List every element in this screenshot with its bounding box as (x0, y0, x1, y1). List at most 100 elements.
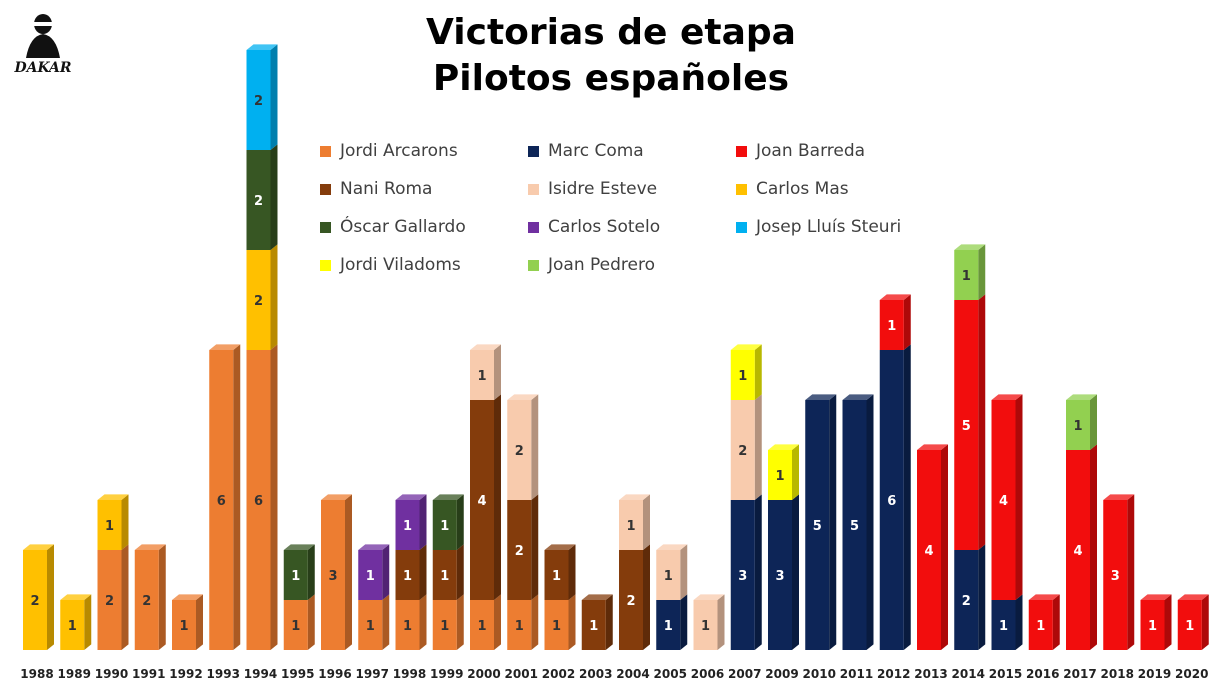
bar-segment (172, 594, 203, 650)
legend-swatch (320, 259, 331, 271)
bar-segment (1066, 394, 1097, 450)
bar-segment (470, 394, 501, 600)
data-label: 1 (366, 619, 375, 634)
x-tick-label: 2005 (654, 667, 687, 681)
data-label: 6 (217, 494, 226, 509)
data-label: 1 (105, 519, 114, 534)
legend-label: Jordi Arcarons (340, 141, 458, 161)
bar-segment (1103, 494, 1135, 650)
bar-segment (507, 394, 539, 500)
data-label: 1 (477, 369, 486, 384)
bar-segment (432, 544, 464, 600)
bar-segment (507, 594, 539, 650)
x-tick-label: 1997 (356, 667, 389, 681)
data-label: 2 (254, 94, 263, 109)
legend-label: Joan Pedrero (548, 255, 655, 275)
data-label: 2 (962, 594, 971, 609)
bar-segment (395, 494, 427, 550)
legend-item: Nani Roma (320, 176, 528, 202)
x-tick-label: 1993 (207, 667, 240, 681)
x-tick-label: 1998 (393, 667, 426, 681)
bar-segment (1066, 444, 1097, 650)
bar-segment (209, 344, 241, 650)
data-label: 1 (1036, 619, 1045, 634)
bar-segment (768, 494, 799, 650)
bar-segment (581, 594, 613, 650)
x-tick-label: 2012 (877, 667, 910, 681)
bar-segment (768, 444, 799, 500)
bar-segment (246, 144, 278, 250)
bar-segment (730, 394, 762, 500)
chart-legend: Jordi Arcarons Marc Coma Joan Barreda Nani … (320, 138, 960, 278)
legend-label: Carlos Sotelo (548, 217, 661, 237)
legend-item: Carlos Sotelo (528, 214, 736, 240)
bar-segment (879, 344, 911, 650)
data-label: 1 (291, 619, 300, 634)
x-tick-label: 2003 (579, 667, 612, 681)
data-label: 6 (254, 494, 263, 509)
bar-segment (805, 394, 837, 650)
legend-label: Isidre Esteve (548, 179, 658, 199)
svg-text:DAKAR: DAKAR (13, 60, 71, 76)
x-tick-label: 2007 (728, 667, 761, 681)
x-tick-label: 2011 (840, 667, 873, 681)
data-label: 1 (962, 269, 971, 284)
x-tick-label: 2014 (952, 667, 985, 681)
bar-segment (358, 594, 390, 650)
data-label: 5 (850, 519, 859, 534)
bar-segment (619, 494, 650, 550)
legend-item: Jordi Arcarons (320, 138, 528, 164)
data-label: 1 (701, 619, 710, 634)
bar-segment (97, 544, 129, 650)
bar-segment (730, 494, 762, 650)
data-label: 1 (515, 619, 524, 634)
data-label: 3 (328, 569, 337, 584)
data-label: 1 (1185, 619, 1194, 634)
x-tick-label: 1996 (318, 667, 351, 681)
legend-swatch (320, 183, 331, 195)
data-label: 1 (887, 319, 896, 334)
chart-title: Victorias de etapa (426, 12, 796, 53)
data-label: 1 (1148, 619, 1157, 634)
legend-swatch (528, 259, 539, 271)
x-tick-label: 1988 (20, 667, 53, 681)
legend-swatch (528, 183, 539, 195)
data-label: 1 (403, 619, 412, 634)
bar-segment (842, 394, 874, 650)
legend-item: Isidre Esteve (528, 176, 736, 202)
dakar-logo: DAKAR (13, 14, 72, 76)
x-tick-label: 2000 (467, 667, 500, 681)
data-label: 2 (30, 594, 39, 609)
data-label: 1 (999, 619, 1008, 634)
bar-segment (507, 494, 539, 600)
data-label: 4 (477, 494, 486, 509)
bar-segment (134, 544, 166, 650)
data-label: 2 (626, 594, 635, 609)
data-label: 3 (775, 569, 784, 584)
x-tick-label: 1995 (281, 667, 314, 681)
legend-label: Jordi Viladoms (340, 255, 461, 275)
data-label: 1 (775, 469, 784, 484)
x-tick-label: 2009 (765, 667, 798, 681)
bar-segment (730, 344, 762, 400)
legend-item: Josep Lluís Steuri (736, 214, 960, 240)
data-label: 1 (291, 569, 300, 584)
x-tick-label: 1989 (58, 667, 91, 681)
bar-segment (470, 344, 501, 400)
data-label: 4 (924, 544, 933, 559)
data-label: 2 (254, 294, 263, 309)
bar-segment (432, 494, 464, 550)
x-tick-label: 2019 (1138, 667, 1171, 681)
data-label: 1 (440, 619, 449, 634)
legend-item: Carlos Mas (736, 176, 960, 202)
bar-segment (358, 544, 390, 600)
data-label: 1 (626, 519, 635, 534)
data-label: 6 (887, 494, 896, 509)
data-label: 2 (515, 444, 524, 459)
data-label: 5 (813, 519, 822, 534)
data-label: 2 (105, 594, 114, 609)
bar-segment (246, 44, 278, 150)
bar-segment (656, 544, 688, 600)
data-label: 1 (738, 369, 747, 384)
bar-segment (97, 494, 129, 550)
